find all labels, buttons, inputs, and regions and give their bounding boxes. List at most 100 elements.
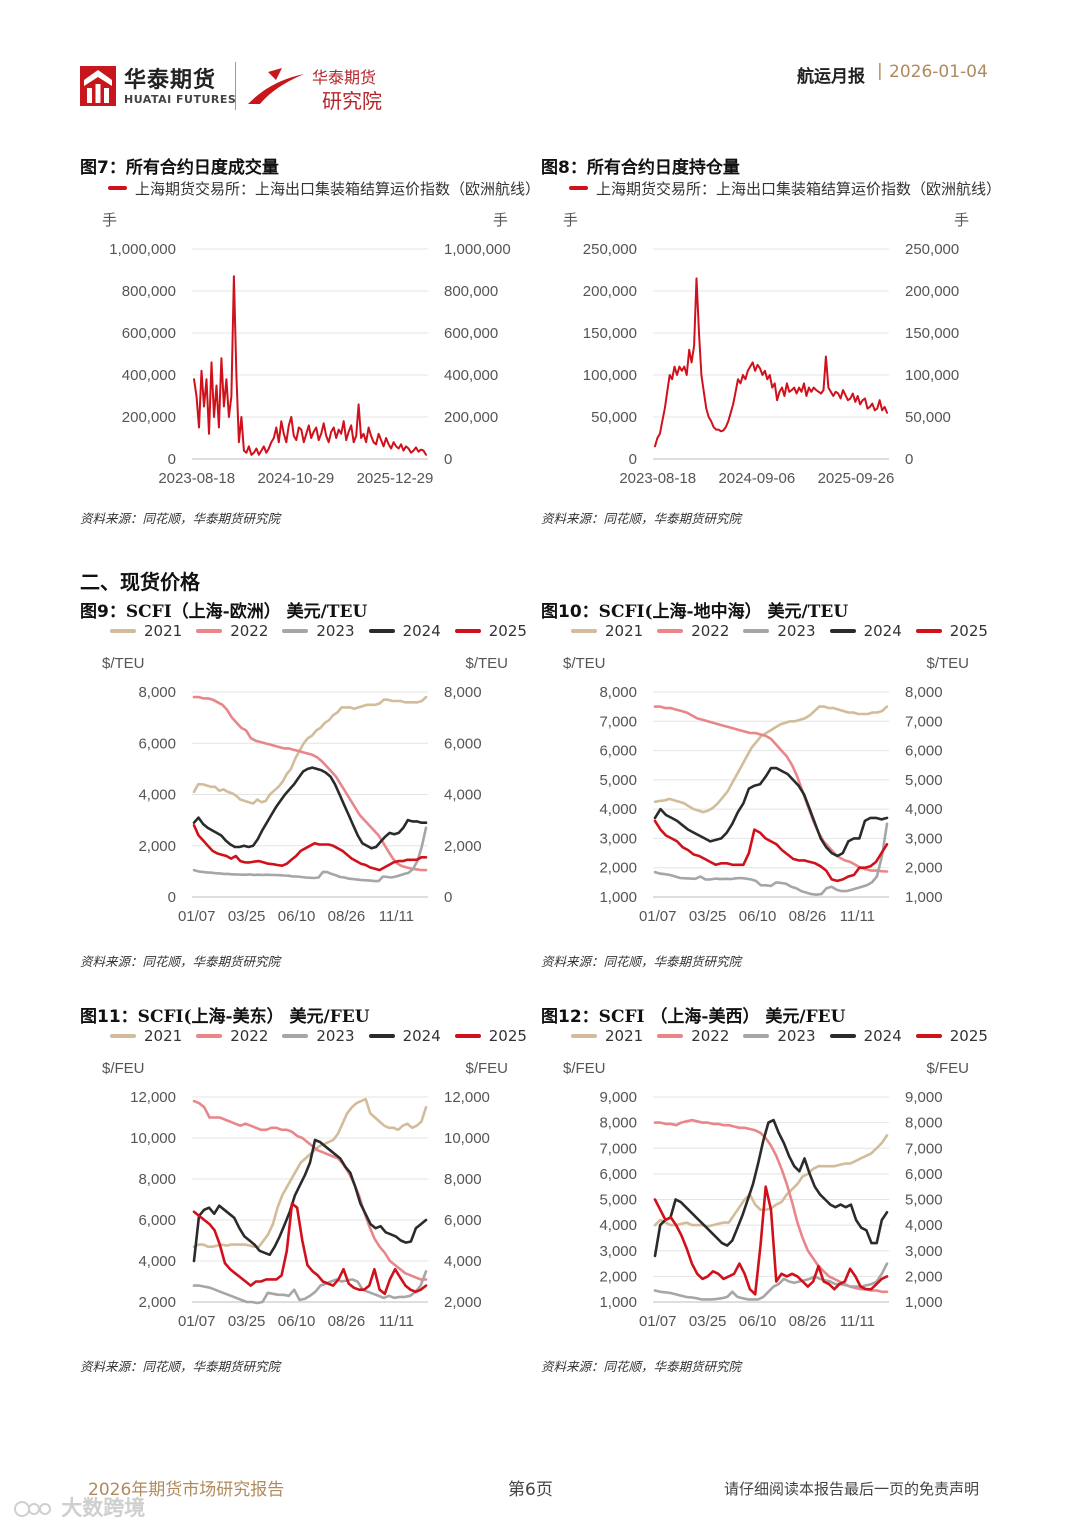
y-tick-right: 200,000 [444,409,498,426]
fig10-title-main: SCFI(上海-地中海） 美元/TEU [598,602,849,622]
y-tick-right: 3,000 [905,1243,943,1260]
legend-item-2025: 2025 [915,1027,988,1045]
y-tick-left: 2,000 [138,838,176,855]
company-name: 华泰期货 [124,68,217,93]
y-tick-left: 600,000 [122,325,176,342]
fig12-legend: 2021 2022 2023 2024 2025 [571,1025,1001,1047]
y-tick-left: 7,000 [599,1140,637,1157]
fig12-title-prefix: 图12： [541,1007,599,1027]
fig8-title: 图8：所有合约日度持仓量 [541,153,740,178]
institute-name-line2: 研究院 [322,89,382,113]
fig7-chart: 手 手 0 0 200,000 200,000 400,000 400,000 600,000 6… [102,212,511,487]
y-tick-left: 1,000 [599,889,637,906]
fig11-title-main: SCFI(上海-美东） 美元/FEU [137,1007,370,1027]
y-tick-left: 2,000 [599,860,637,877]
legend-item-2023: 2023 [282,1027,355,1045]
series-line-2022 [653,705,889,873]
y-tick-left: 2,000 [599,1268,637,1285]
y-tick-right: 0 [905,451,913,468]
y-tick-left: 3,000 [599,1243,637,1260]
series-line-main [654,277,888,448]
y-tick-left: 6,000 [599,1166,637,1183]
y-tick-left: 250,000 [583,241,637,258]
y-tick-right: 8,000 [444,684,482,701]
y-tick-right: 8,000 [905,1115,943,1132]
series-line-2024 [653,766,889,858]
legend-label: 2024 [402,1027,441,1045]
legend-label: 2023 [777,1027,816,1045]
x-tick: 2023-08-18 [619,470,696,487]
fig9-chart: $/TEU $/TEU 0 0 2,000 2,000 4,000 4,000 6,000 6,0… [102,655,508,925]
y-unit-left: $/TEU [102,655,145,672]
watermark-text: 大数跨境 [61,1496,146,1520]
x-tick: 03/25 [228,1313,266,1330]
series-line-2024 [653,1118,889,1258]
legend-swatch [196,1034,223,1038]
y-tick-right: 6,000 [905,1166,943,1183]
x-tick: 11/11 [379,1313,414,1330]
fig10-title-prefix: 图10： [541,602,599,622]
legend-swatch [829,629,856,633]
legend-swatch [454,1034,481,1038]
series-line-main [193,275,427,456]
series-line-2025 [653,1185,889,1296]
y-tick-left: 7,000 [599,713,637,730]
legend-item-2022: 2022 [657,1027,729,1045]
legend-item-2025: 2025 [915,622,988,640]
legend-item-2024: 2024 [829,622,902,640]
section-title: 二、现货价格 [80,570,200,594]
y-tick-right: 4,000 [444,1253,482,1270]
y-tick-left: 150,000 [583,325,637,342]
y-unit-left: 手 [563,212,578,229]
x-tick: 08/26 [789,908,827,925]
fig12-chart: $/FEU $/FEU 1,000 1,000 2,000 2,000 3,000 3,000… [563,1060,969,1330]
y-tick-right: 7,000 [905,713,943,730]
y-tick-left: 12,000 [130,1089,176,1106]
fig9-title-prefix: 图9： [80,602,126,622]
legend-label: 2021 [144,1027,183,1045]
fig11-source: 资料来源：同花顺，华泰期货研究院 [80,1359,281,1374]
legend-label: 2025 [488,1027,527,1045]
series-line-2023 [192,1270,428,1305]
y-tick-right: 6,000 [905,743,943,760]
y-tick-right: 7,000 [905,1140,943,1157]
fig10-chart: $/TEU $/TEU 1,000 1,000 2,000 2,000 3,000 3,000… [563,655,969,925]
series-line-2022 [192,695,428,872]
y-tick-left: 4,000 [599,801,637,818]
y-tick-right: 50,000 [905,409,951,426]
y-tick-right: 1,000 [905,1294,943,1311]
legend-swatch [454,629,481,633]
fig7-legend-swatch [108,186,127,190]
y-tick-left: 800,000 [122,283,176,300]
y-tick-right: 6,000 [444,1212,482,1229]
y-tick-left: 3,000 [599,830,637,847]
legend-swatch [196,629,223,633]
page-number: 第6页 [508,1480,553,1500]
y-tick-right: 10,000 [444,1130,490,1147]
legend-swatch [915,629,942,633]
y-tick-right: 150,000 [905,325,959,342]
x-tick: 01/07 [178,908,216,925]
series-line-2025 [653,819,889,883]
legend-item-2025: 2025 [454,622,527,640]
x-tick: 01/07 [639,908,677,925]
y-tick-right: 2,000 [444,1294,482,1311]
y-tick-left: 8,000 [138,684,176,701]
fig10-legend: 2021 2022 2023 2024 2025 [571,620,1001,642]
y-tick-left: 6,000 [138,735,176,752]
y-tick-left: 5,000 [599,1192,637,1209]
y-tick-left: 0 [168,889,176,906]
y-unit-right: $/FEU [465,1060,508,1077]
y-tick-right: 2,000 [905,860,943,877]
y-tick-left: 400,000 [122,367,176,384]
y-tick-right: 2,000 [444,838,482,855]
y-tick-left: 200,000 [122,409,176,426]
y-tick-left: 4,000 [138,1253,176,1270]
y-tick-right: 250,000 [905,241,959,258]
x-tick: 08/26 [328,1313,366,1330]
y-tick-left: 8,000 [599,684,637,701]
header-separator: | [877,61,883,81]
legend-item-2021: 2021 [110,1027,182,1045]
fig12-source: 资料来源：同花顺，华泰期货研究院 [541,1359,742,1374]
fig12-title: 图12：SCFI （上海-美西） 美元/FEU [541,1002,845,1027]
